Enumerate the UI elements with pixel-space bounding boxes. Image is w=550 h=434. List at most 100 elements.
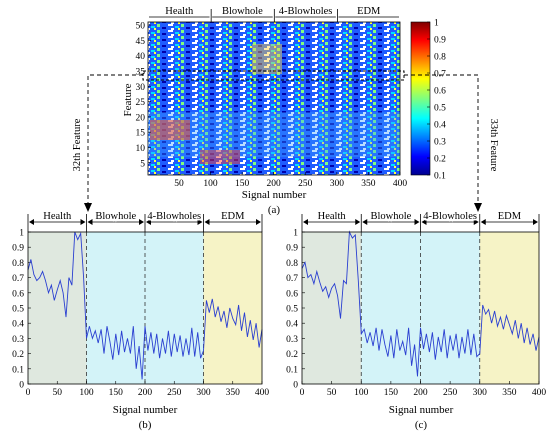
- x-tick-label: 250: [443, 388, 458, 398]
- group-bracket-arrow: [362, 219, 368, 225]
- group-bracket-arrow: [303, 219, 308, 225]
- colorbar-ticks: 0.1 0.2 0.3 0.4 0.5 0.6 0.7 0.8 0.9 1: [427, 19, 446, 182]
- heatmap-x-tick-label: 50: [174, 179, 184, 189]
- colorbar-tick-label: 0.8: [434, 53, 446, 63]
- group-bracket-arrow: [146, 219, 151, 225]
- x-tick-label: 200: [413, 388, 428, 398]
- y-tick-label: 0.9: [286, 244, 298, 254]
- heatmap-band-hot-3: [200, 150, 240, 164]
- heatmap-group-headers: Health Blowhole 4-Blowholes EDM: [149, 6, 399, 22]
- y-tick-label: 0.4: [286, 320, 298, 330]
- heatmap-x-tick-label: 100: [203, 179, 218, 189]
- colorbar-tick-label: 0.7: [434, 70, 446, 80]
- group-bracket-arrow: [87, 219, 93, 225]
- panel-a: Health Blowhole 4-Blowholes EDM 50 100 150 200…: [72, 6, 499, 216]
- heatmap-y-tick-label: 5: [140, 159, 145, 169]
- group-label: Blowhole: [95, 211, 136, 222]
- group-bracket-arrow: [204, 219, 210, 225]
- y-tick-label: 0.8: [286, 259, 298, 269]
- panel-c-y-ticks: 0 0.1 0.2 0.3 0.4 0.5 0.6 0.7 0.8 0.9 1: [286, 229, 305, 391]
- left-arrow-label: 32th Feature: [72, 118, 83, 171]
- group-bracket-arrow: [355, 219, 361, 225]
- panel-b-dividers: [86, 232, 204, 384]
- group-bracket-arrow: [197, 219, 203, 225]
- heatmap-y-tick-label: 35: [136, 67, 146, 77]
- panel-a-label: (a): [268, 204, 281, 216]
- region-background: [28, 232, 87, 384]
- y-tick-label: 0.2: [12, 350, 24, 360]
- colorbar-tick-label: 1: [434, 19, 439, 29]
- group-bracket-arrow: [421, 219, 427, 225]
- x-tick-label: 50: [327, 388, 337, 398]
- y-tick-label: 1: [293, 229, 298, 239]
- x-tick-label: 400: [532, 388, 547, 398]
- panel-b-x-ticks: 0 50 100 150 200 250 300 350 400: [26, 381, 270, 398]
- y-tick-label: 0.4: [12, 320, 24, 330]
- group-bracket-arrow: [533, 219, 538, 225]
- heatmap-group-label: Health: [165, 6, 194, 17]
- y-tick-label: 0.5: [12, 305, 24, 315]
- y-tick-label: 0: [293, 381, 298, 391]
- heatmap-y-tick-label: 10: [136, 144, 146, 154]
- heatmap-y-ticks: 5 10 15 20 25 30 35 40 45 50: [136, 22, 151, 169]
- heatmap-x-tick-label: 300: [330, 179, 345, 189]
- heatmap-ylabel: Feature: [122, 83, 134, 116]
- y-tick-label: 0.2: [286, 350, 298, 360]
- y-tick-label: 0.7: [12, 274, 24, 284]
- region-background: [86, 232, 145, 384]
- panel-c-xlabel: Signal number: [389, 404, 454, 416]
- right-arrow-head: [474, 203, 482, 212]
- region-background: [302, 232, 362, 384]
- right-connector: [404, 74, 479, 208]
- region-background: [145, 232, 204, 384]
- panel-c-label: (c): [415, 419, 428, 431]
- y-tick-label: 0.6: [12, 289, 24, 299]
- x-tick-label: 300: [196, 388, 211, 398]
- x-tick-label: 150: [384, 388, 399, 398]
- x-tick-label: 50: [53, 388, 63, 398]
- y-tick-label: 0: [19, 381, 24, 391]
- heatmap-x-ticks: 50 100 150 200 250 300 350 400: [174, 172, 407, 189]
- left-connector: [87, 74, 143, 208]
- group-label: 4-Blowholes: [423, 211, 477, 222]
- region-background: [420, 232, 480, 384]
- highlight-rows-box: [142, 70, 405, 81]
- heatmap-group-label: EDM: [357, 6, 381, 17]
- y-tick-label: 0.1: [12, 365, 24, 375]
- panel-b-backgrounds: [28, 232, 262, 384]
- heatmap-xlabel: Signal number: [242, 189, 307, 201]
- group-label: EDM: [221, 211, 245, 222]
- heatmap-x-tick-label: 250: [298, 179, 313, 189]
- group-bracket-arrow: [80, 219, 86, 225]
- x-tick-label: 400: [255, 388, 270, 398]
- y-tick-label: 1: [19, 229, 24, 239]
- heatmap-x-tick-label: 400: [393, 179, 408, 189]
- panel-c-dividers: [360, 232, 481, 384]
- region-background: [203, 232, 262, 384]
- x-tick-label: 150: [109, 388, 124, 398]
- y-tick-label: 0.9: [12, 244, 24, 254]
- left-arrow-head: [84, 203, 92, 212]
- right-arrow-label: 33th Feature: [488, 119, 499, 172]
- heatmap-plot: [147, 21, 401, 176]
- x-tick-label: 100: [79, 388, 94, 398]
- heatmap-band-hot-2: [252, 44, 282, 74]
- y-tick-label: 0.5: [286, 305, 298, 315]
- panel-b-axes-frame: [27, 231, 263, 385]
- group-label: 4-Blowholes: [147, 211, 201, 222]
- group-bracket-arrow: [139, 219, 144, 225]
- heatmap-y-tick-label: 15: [136, 129, 146, 139]
- heatmap-y-tick-label: 30: [136, 83, 146, 93]
- panel-b-series-line: [27, 231, 263, 380]
- heatmap-x-tick-label: 150: [235, 179, 250, 189]
- panel-b: Health Blowhole 4-Blowholes EDM 0 50 100 150 20…: [12, 210, 270, 432]
- group-label: EDM: [498, 211, 522, 222]
- y-tick-label: 0.8: [12, 259, 24, 269]
- colorbar-tick-label: 0.5: [434, 104, 446, 114]
- group-bracket-arrow: [256, 219, 261, 225]
- colorbar-tick-label: 0.4: [434, 121, 446, 131]
- x-tick-label: 300: [473, 388, 488, 398]
- panel-b-xlabel: Signal number: [113, 404, 178, 416]
- x-tick-label: 0: [26, 388, 31, 398]
- panel-c-x-ticks: 0 50 100 150 200 250 300 350 400: [300, 381, 547, 398]
